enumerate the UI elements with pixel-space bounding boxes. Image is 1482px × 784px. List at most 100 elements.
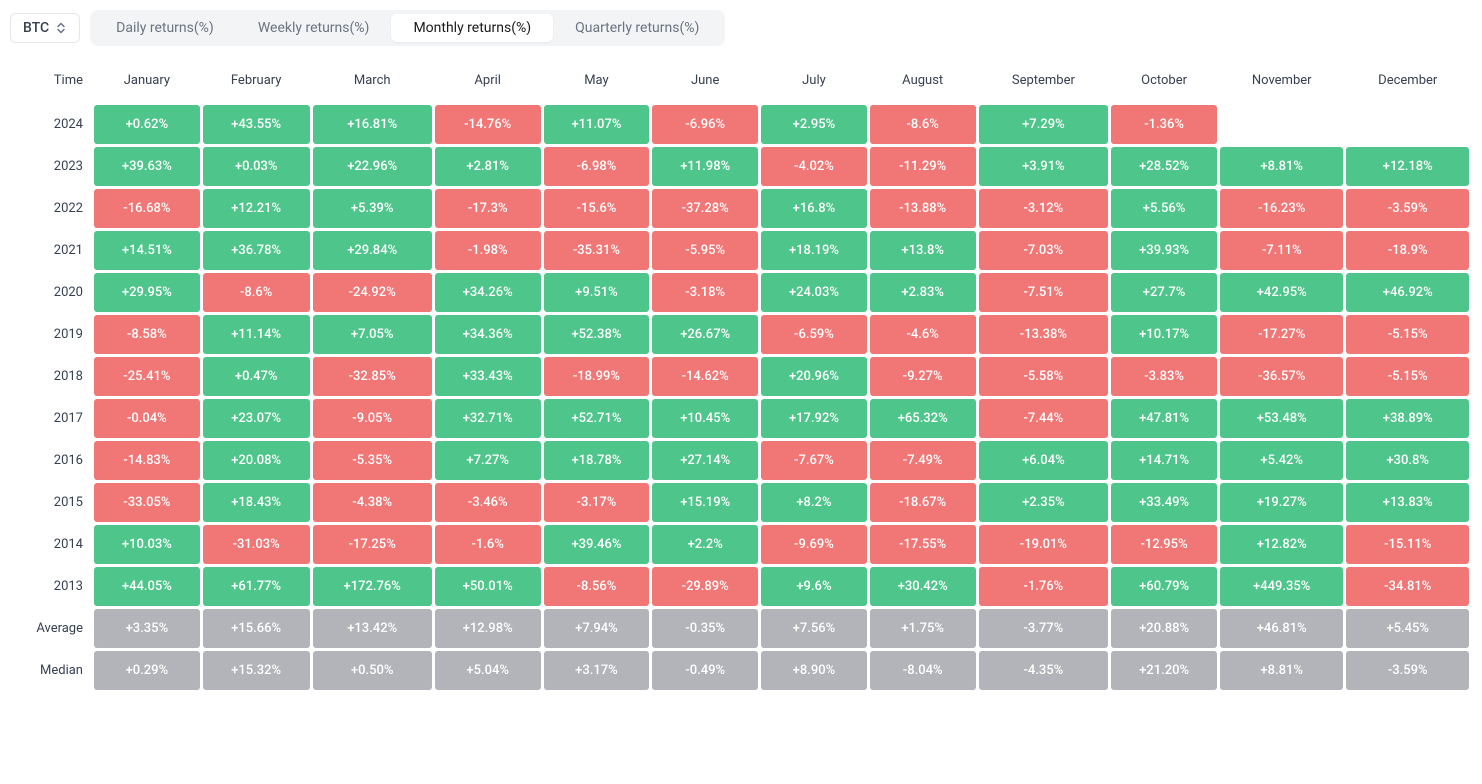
data-cell: +34.26% xyxy=(435,273,541,312)
column-header: September xyxy=(979,67,1109,102)
row-label: 2024 xyxy=(13,105,91,144)
data-cell: +7.05% xyxy=(313,315,432,354)
data-cell: +26.67% xyxy=(652,315,758,354)
data-cell: -18.9% xyxy=(1346,231,1469,270)
data-cell: +13.8% xyxy=(870,231,976,270)
data-cell: -7.67% xyxy=(761,441,867,480)
row-label: 2018 xyxy=(13,357,91,396)
data-cell: -6.98% xyxy=(544,147,650,186)
table-row: 2020+29.95%-8.6%-24.92%+34.26%+9.51%-3.1… xyxy=(13,273,1469,312)
data-cell: -1.6% xyxy=(435,525,541,564)
column-header: November xyxy=(1220,67,1344,102)
data-cell: +39.63% xyxy=(94,147,200,186)
row-label: 2023 xyxy=(13,147,91,186)
data-cell: +7.56% xyxy=(761,609,867,648)
data-cell: -5.95% xyxy=(652,231,758,270)
tab-monthly[interactable]: Monthly returns(%) xyxy=(391,14,553,42)
data-cell: -7.03% xyxy=(979,231,1109,270)
data-cell: +50.01% xyxy=(435,567,541,606)
data-cell: +65.32% xyxy=(870,399,976,438)
data-cell: -19.01% xyxy=(979,525,1109,564)
data-cell: -7.49% xyxy=(870,441,976,480)
data-cell: +61.77% xyxy=(203,567,310,606)
data-cell: -7.11% xyxy=(1220,231,1344,270)
data-cell: +10.45% xyxy=(652,399,758,438)
data-cell: +7.29% xyxy=(979,105,1109,144)
data-cell: -17.3% xyxy=(435,189,541,228)
data-cell: +5.04% xyxy=(435,651,541,690)
data-cell: +12.21% xyxy=(203,189,310,228)
tab-daily[interactable]: Daily returns(%) xyxy=(94,14,236,42)
data-cell: +27.7% xyxy=(1111,273,1217,312)
data-cell: +17.92% xyxy=(761,399,867,438)
data-cell: +19.27% xyxy=(1220,483,1344,522)
data-cell xyxy=(1346,105,1469,144)
data-cell: -9.69% xyxy=(761,525,867,564)
data-cell: -15.6% xyxy=(544,189,650,228)
data-cell xyxy=(1220,105,1344,144)
data-cell: +21.20% xyxy=(1111,651,1217,690)
data-cell: +16.8% xyxy=(761,189,867,228)
row-label: 2016 xyxy=(13,441,91,480)
data-cell: -9.27% xyxy=(870,357,976,396)
column-header: December xyxy=(1346,67,1469,102)
data-cell: +0.03% xyxy=(203,147,310,186)
data-cell: +15.19% xyxy=(652,483,758,522)
column-header: June xyxy=(652,67,758,102)
data-cell: -5.15% xyxy=(1346,357,1469,396)
data-cell: +38.89% xyxy=(1346,399,1469,438)
tab-weekly[interactable]: Weekly returns(%) xyxy=(236,14,392,42)
data-cell: -25.41% xyxy=(94,357,200,396)
data-cell: +11.98% xyxy=(652,147,758,186)
data-cell: -7.44% xyxy=(979,399,1109,438)
data-cell: +36.78% xyxy=(203,231,310,270)
data-cell: -3.12% xyxy=(979,189,1109,228)
data-cell: +18.78% xyxy=(544,441,650,480)
table-row: 2018-25.41%+0.47%-32.85%+33.43%-18.99%-1… xyxy=(13,357,1469,396)
data-cell: +8.81% xyxy=(1220,651,1344,690)
data-cell: +5.56% xyxy=(1111,189,1217,228)
data-cell: -12.95% xyxy=(1111,525,1217,564)
data-cell: +2.83% xyxy=(870,273,976,312)
data-cell: -3.46% xyxy=(435,483,541,522)
column-header: May xyxy=(544,67,650,102)
data-cell: -29.89% xyxy=(652,567,758,606)
data-cell: -33.05% xyxy=(94,483,200,522)
data-cell: -16.68% xyxy=(94,189,200,228)
data-cell: -18.99% xyxy=(544,357,650,396)
data-cell: -11.29% xyxy=(870,147,976,186)
data-cell: +34.36% xyxy=(435,315,541,354)
data-cell: +33.49% xyxy=(1111,483,1217,522)
data-cell: -3.59% xyxy=(1346,651,1469,690)
column-header: April xyxy=(435,67,541,102)
data-cell: +13.42% xyxy=(313,609,432,648)
data-cell: +29.84% xyxy=(313,231,432,270)
data-cell: -9.05% xyxy=(313,399,432,438)
returns-tabs: Daily returns(%)Weekly returns(%)Monthly… xyxy=(90,10,725,46)
data-cell: +20.88% xyxy=(1111,609,1217,648)
data-cell: +172.76% xyxy=(313,567,432,606)
data-cell: +8.90% xyxy=(761,651,867,690)
data-cell: +2.95% xyxy=(761,105,867,144)
data-cell: -0.49% xyxy=(652,651,758,690)
data-cell: -8.6% xyxy=(870,105,976,144)
table-row: Median+0.29%+15.32%+0.50%+5.04%+3.17%-0.… xyxy=(13,651,1469,690)
data-cell: -13.38% xyxy=(979,315,1109,354)
data-cell: -4.38% xyxy=(313,483,432,522)
tab-quarterly[interactable]: Quarterly returns(%) xyxy=(553,14,721,42)
row-label: Average xyxy=(13,609,91,648)
symbol-selector[interactable]: BTC xyxy=(10,13,80,43)
data-cell: -3.17% xyxy=(544,483,650,522)
data-cell: +16.81% xyxy=(313,105,432,144)
header-row: TimeJanuaryFebruaryMarchAprilMayJuneJuly… xyxy=(13,67,1469,102)
data-cell: -3.59% xyxy=(1346,189,1469,228)
data-cell: +3.35% xyxy=(94,609,200,648)
data-cell: +5.42% xyxy=(1220,441,1344,480)
data-cell: +43.55% xyxy=(203,105,310,144)
data-cell: +28.52% xyxy=(1111,147,1217,186)
returns-table: TimeJanuaryFebruaryMarchAprilMayJuneJuly… xyxy=(10,64,1472,693)
data-cell: +0.62% xyxy=(94,105,200,144)
data-cell: +44.05% xyxy=(94,567,200,606)
data-cell: +1.75% xyxy=(870,609,976,648)
data-cell: +13.83% xyxy=(1346,483,1469,522)
